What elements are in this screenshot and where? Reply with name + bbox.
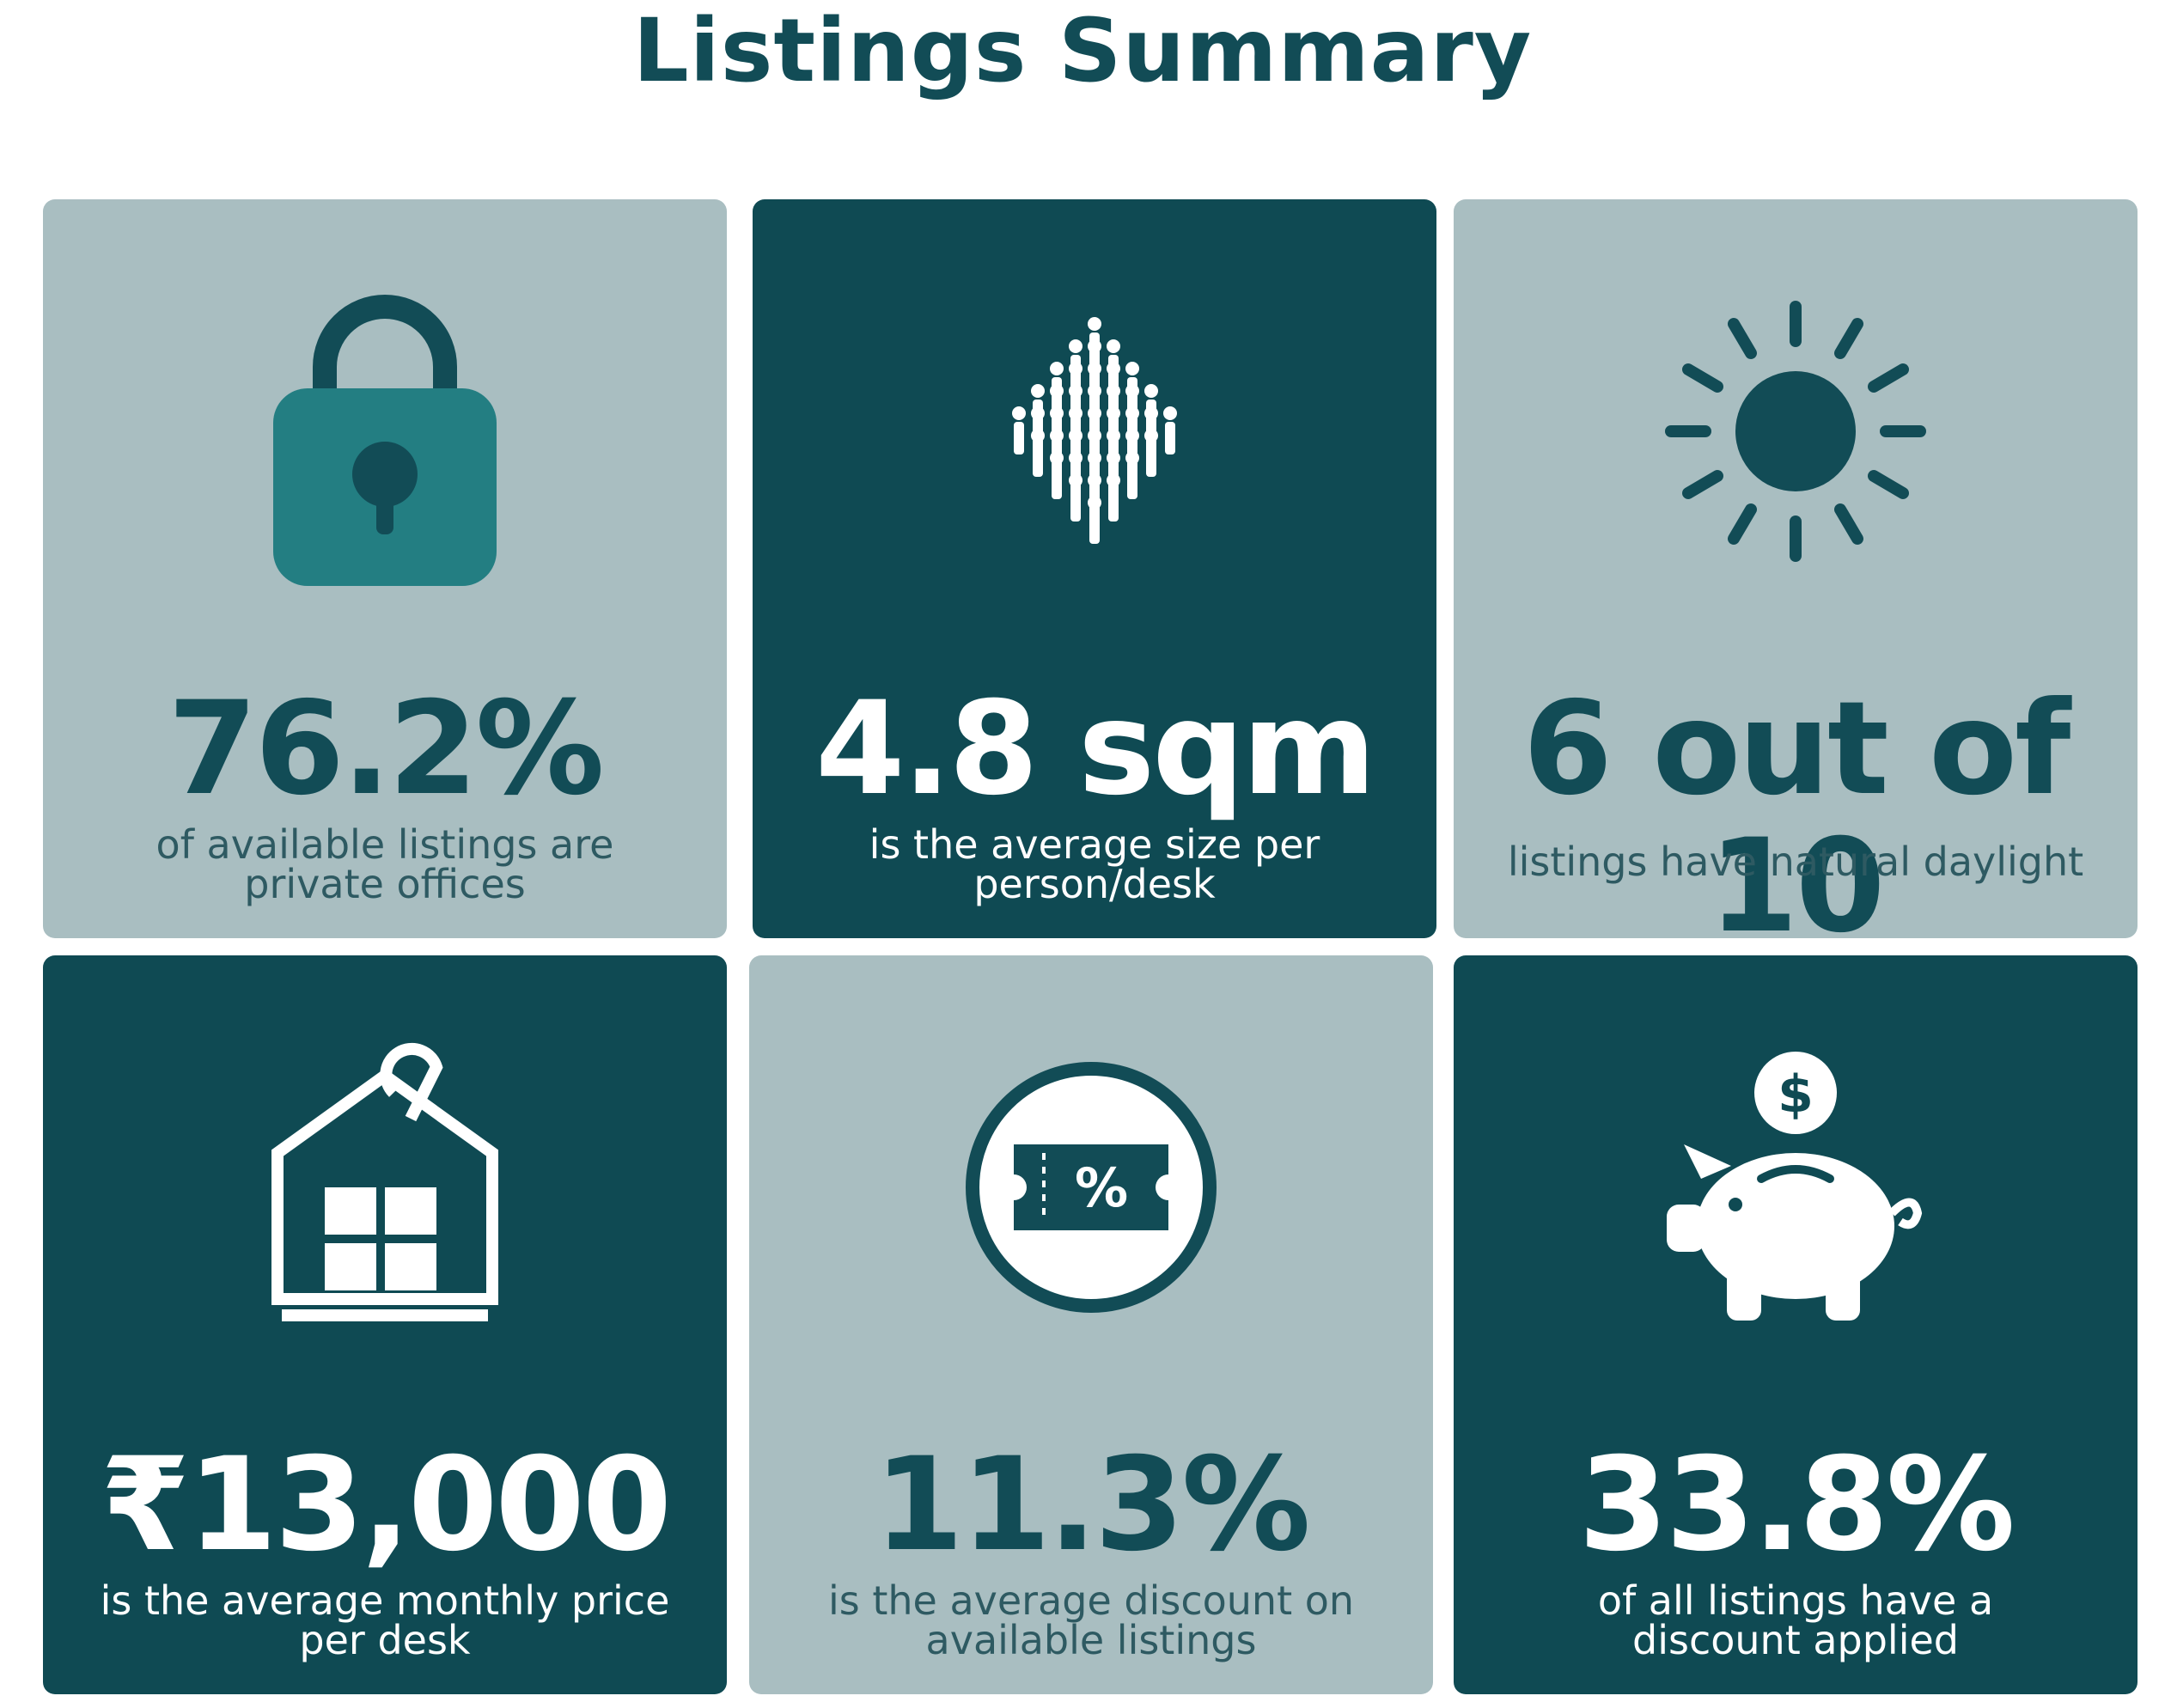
sun-icon <box>1454 199 2138 663</box>
stat-value: 11.3% <box>874 1430 1310 1580</box>
stat-description-line2: private offices <box>244 861 526 907</box>
stat-description-line1: is the average size per <box>869 821 1320 868</box>
discount-ticket-icon: % <box>749 955 1433 1419</box>
crowd-figure <box>1163 406 1177 454</box>
crowd-figure <box>1088 496 1101 544</box>
crowd-figure <box>1107 473 1120 522</box>
stat-description-line1: is the average monthly price <box>100 1577 670 1624</box>
stat-description-line1: is the average discount on <box>827 1577 1355 1624</box>
stat-description-line1: of available listings are <box>156 821 614 868</box>
stat-description-line2: person/desk <box>973 861 1216 907</box>
crowd-figure <box>1144 429 1158 477</box>
crowd-figure <box>1012 406 1026 454</box>
house-tag-icon <box>43 955 727 1419</box>
crowd-figure <box>1050 451 1064 499</box>
stat-description-line1: of all listings have a <box>1597 1577 1994 1624</box>
stat-description-line2: discount applied <box>1632 1617 1959 1663</box>
stat-card-natural-daylight: 6 out of 10 listings have natural daylig… <box>1454 199 2138 955</box>
crowd-figure <box>1069 473 1082 522</box>
crowd-icon <box>753 199 1436 663</box>
stat-card-discount-applied: $ 33.8% of all listings have a discount … <box>1454 955 2138 1694</box>
stat-description-line2: available listings <box>925 1617 1257 1663</box>
stat-description-line2: per desk <box>299 1617 471 1663</box>
stat-card-average-discount: % 11.3% is the average discount on avail… <box>749 955 1433 1694</box>
stat-value: 4.8 sqm <box>815 674 1376 824</box>
svg-text:$: $ <box>1778 1064 1814 1125</box>
crowd-figure <box>1031 429 1045 477</box>
crowd-figure <box>1125 451 1139 499</box>
stat-value: 33.8% <box>1578 1430 2015 1580</box>
svg-text:%: % <box>1075 1156 1128 1219</box>
piggy-bank-icon: $ <box>1454 955 2138 1419</box>
stat-card-size-per-desk: 4.8 sqm is the average size per person/d… <box>753 199 1436 938</box>
page-title: Listings Summary <box>632 0 1533 102</box>
stat-card-private-offices: 76.2% of available listings are private … <box>43 199 727 938</box>
stat-value: ₹13,000 <box>100 1430 672 1580</box>
stat-description-line1: listings have natural daylight <box>1507 839 2084 885</box>
padlock-icon <box>43 199 727 663</box>
stat-card-monthly-price: ₹13,000 is the average monthly price per… <box>43 955 727 1694</box>
stat-value: 76.2% <box>168 674 604 824</box>
stat-value: 6 out of 10 <box>1522 674 2071 961</box>
